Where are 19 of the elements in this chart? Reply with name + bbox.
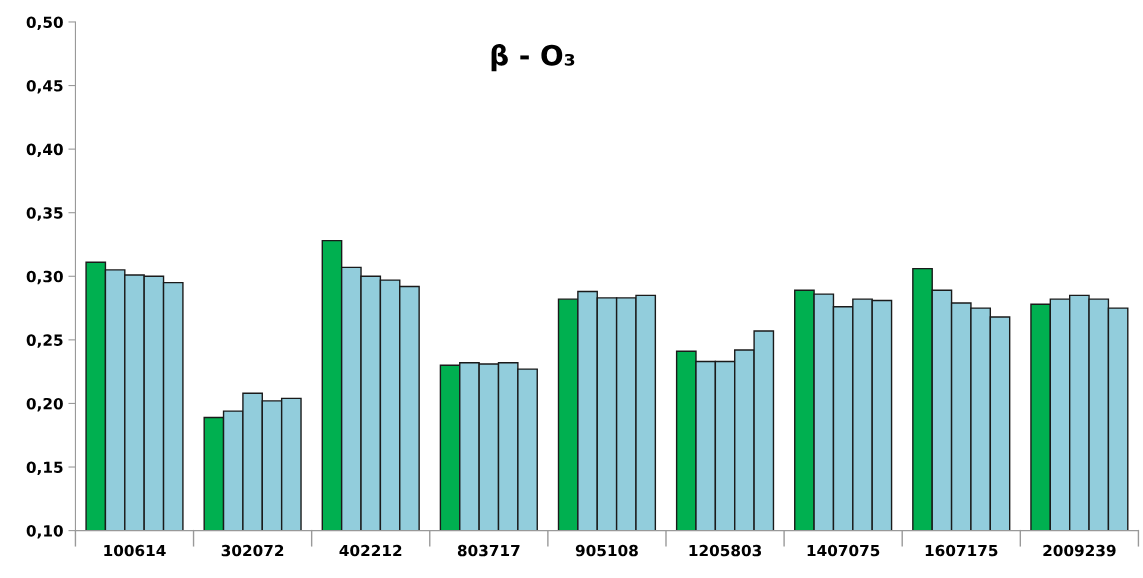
y-tick-label: 0,15: [26, 461, 63, 475]
x-tick-label: 1607175: [925, 544, 998, 557]
x-tick-label: 905108: [575, 544, 638, 557]
y-tick-label: 0,40: [26, 143, 63, 158]
text: β - O₃: [491, 43, 575, 72]
y-tick-label: 0,20: [26, 397, 63, 412]
x-tick-label: 2009239: [1043, 544, 1116, 557]
y-tick-label: 0,10: [26, 525, 63, 539]
y-tick-label: 0,35: [26, 207, 63, 221]
x-tick-label: 402212: [339, 544, 402, 557]
x-tick-label: 803717: [457, 544, 520, 557]
x-tick-label: 100614: [104, 544, 166, 557]
y-tick-label: 0,25: [26, 334, 63, 348]
x-tick-label: 302072: [221, 544, 284, 557]
y-tick-label: 0,30: [26, 270, 63, 285]
y-tick-label: 0,50: [26, 16, 63, 30]
y-tick-label: 0,45: [26, 80, 63, 94]
x-tick-label: 1205803: [689, 544, 762, 557]
x-tick-label: 1407075: [807, 544, 880, 557]
